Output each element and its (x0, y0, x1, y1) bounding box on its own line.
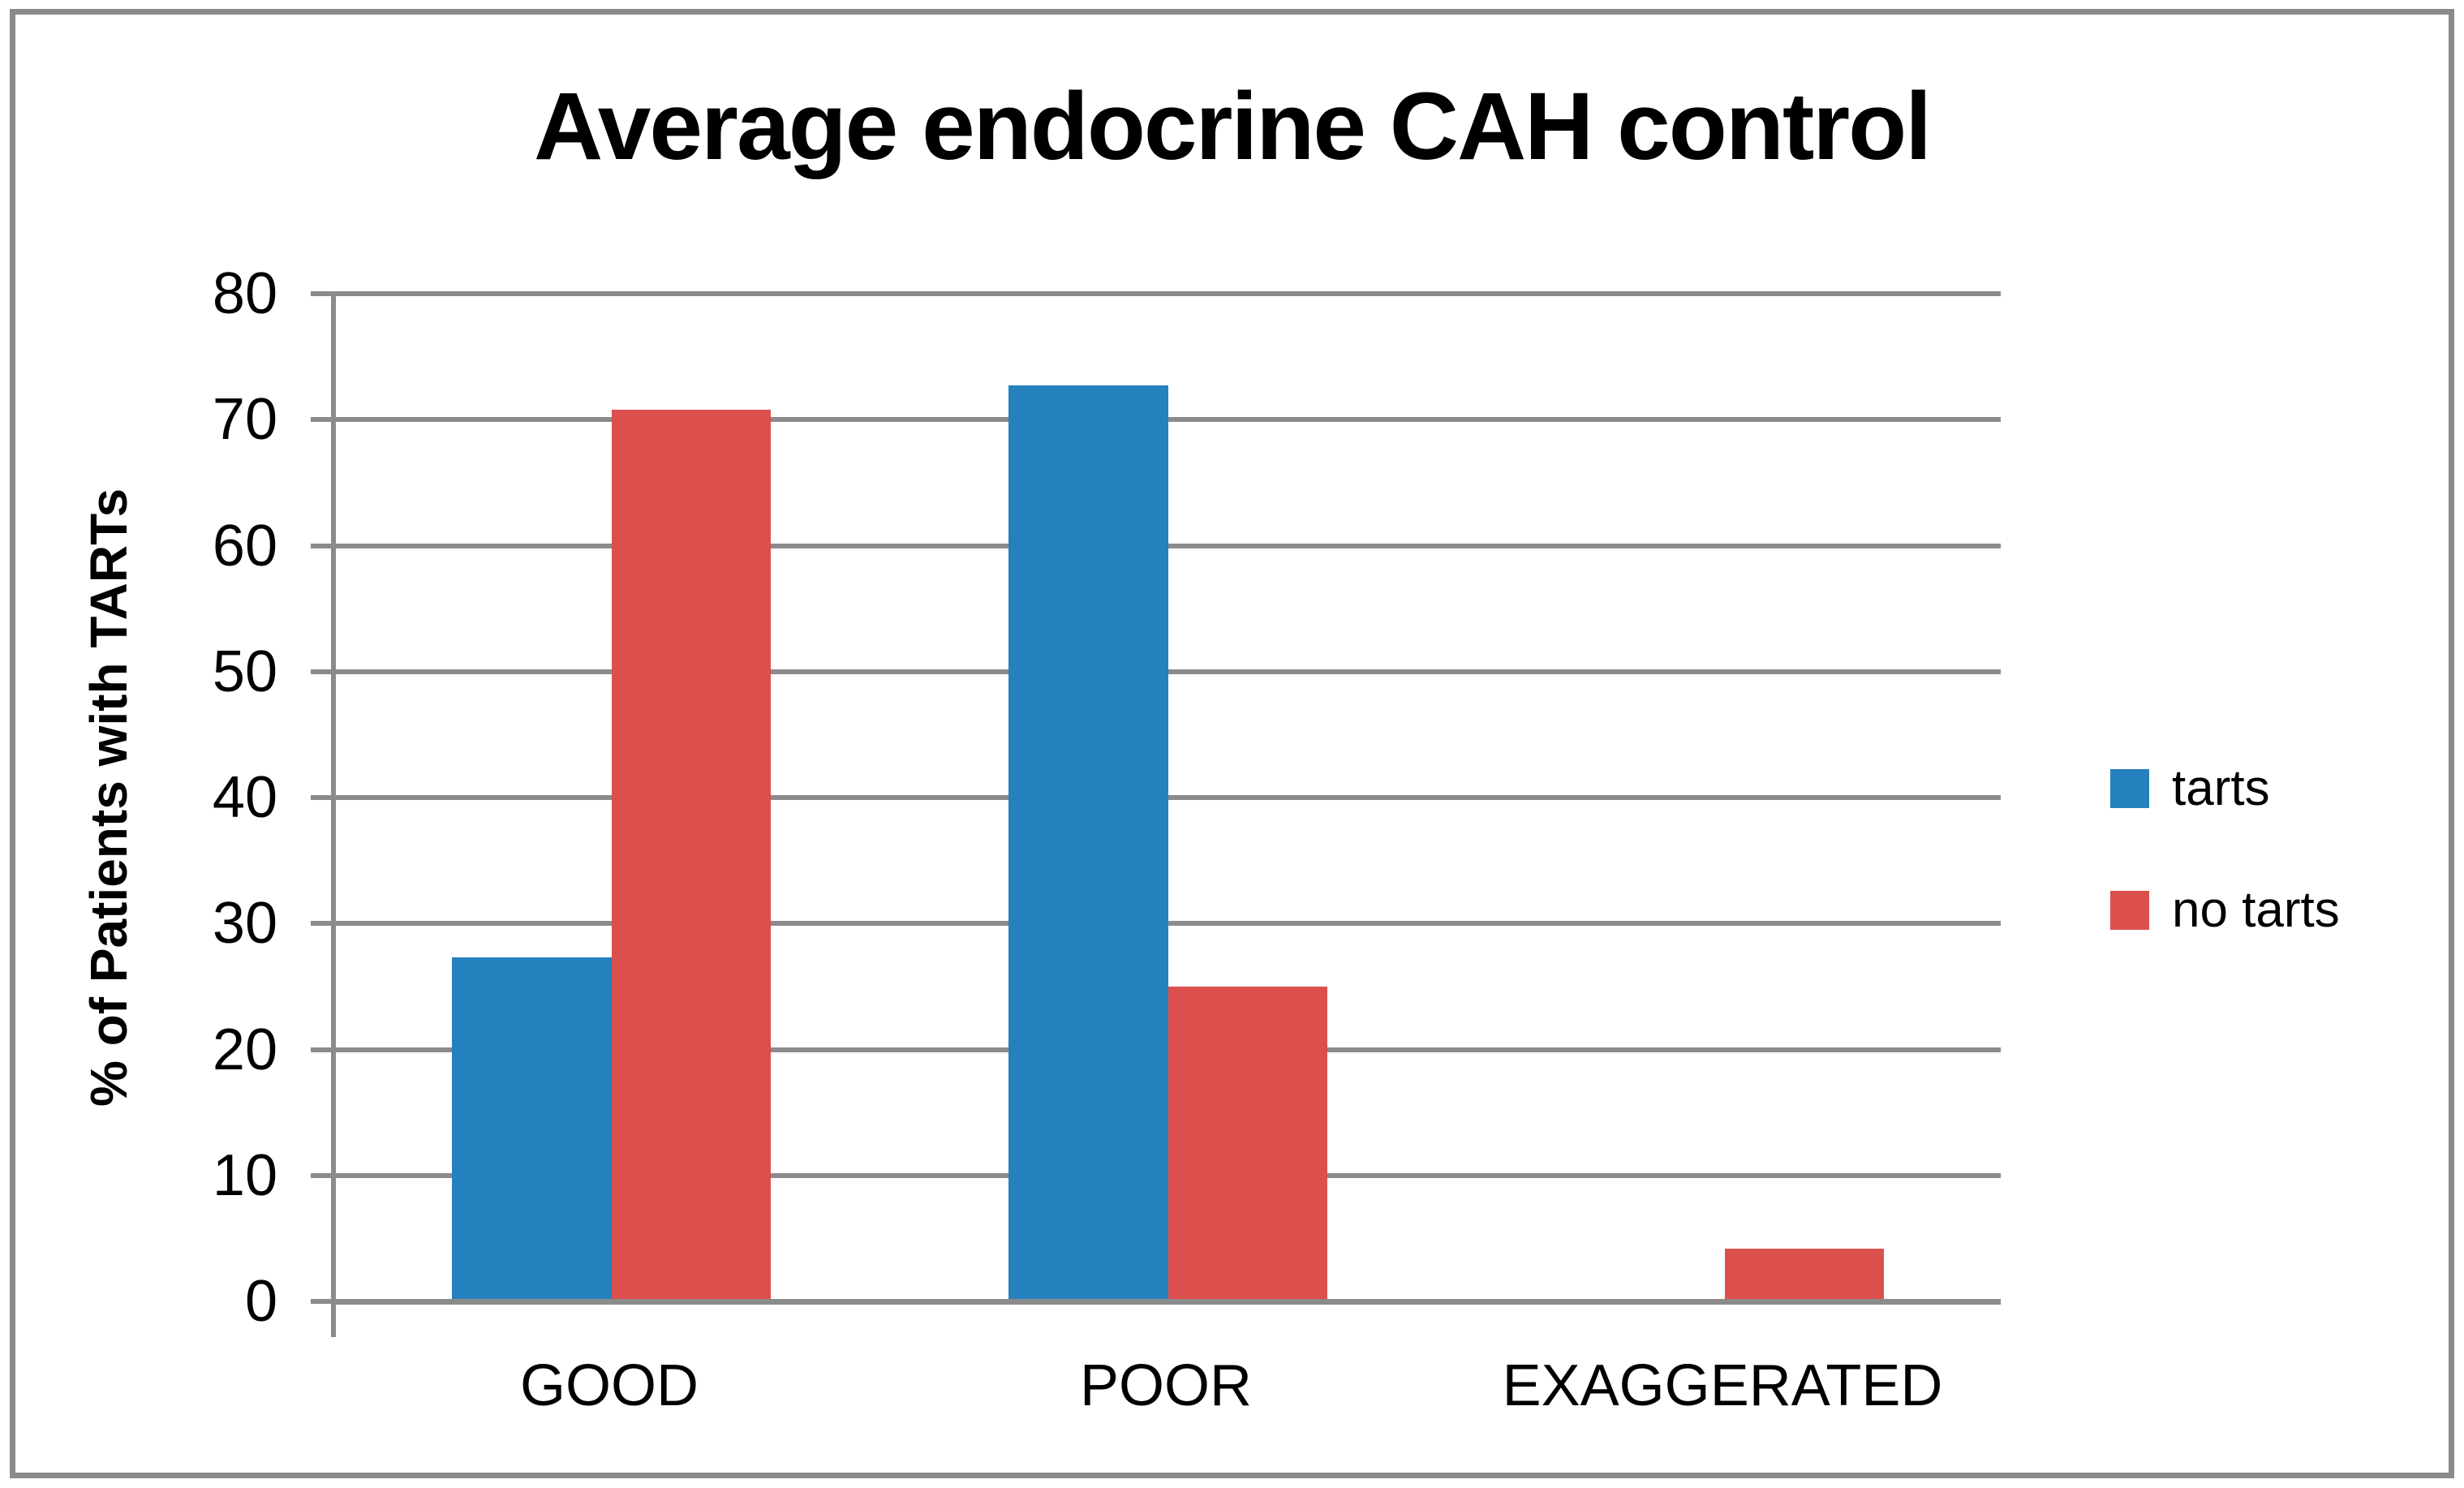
y-axis-tick-40 (311, 795, 331, 800)
y-tick-label-80: 80 (212, 261, 277, 326)
y-tick-label-20: 20 (212, 1017, 277, 1082)
x-axis-origin-tick (331, 1301, 336, 1337)
y-tick-label-60: 60 (212, 513, 277, 578)
y-tick-label-70: 70 (212, 387, 277, 453)
plot-area (331, 291, 2001, 1305)
y-axis-tick-50 (311, 669, 331, 674)
y-tick-label-10: 10 (212, 1142, 277, 1208)
bar-no-tarts-poor (1167, 986, 1327, 1301)
y-tick-label-50: 50 (212, 639, 277, 704)
legend-label-no-tarts: no tarts (2172, 882, 2340, 938)
legend-swatch-tarts (2110, 769, 2149, 808)
x-tick-label-poor: POOR (1079, 1353, 1253, 1418)
x-axis (331, 1299, 2001, 1305)
y-tick-label-30: 30 (212, 891, 277, 957)
legend-swatch-no-tarts (2110, 891, 2149, 930)
y-axis-tick-20 (311, 1047, 331, 1052)
bar-no-tarts-exaggerated (1724, 1248, 1884, 1301)
y-axis-tick-30 (311, 921, 331, 927)
legend-item-tarts: tarts (2110, 763, 2270, 814)
legend-label-tarts: tarts (2172, 760, 2270, 816)
chart-title: Average endocrine CAH control (533, 73, 1932, 180)
bar-tarts-good (452, 957, 612, 1301)
y-axis-tick-80 (311, 291, 331, 296)
gridline-y-80 (331, 291, 2001, 296)
y-axis-tick-10 (311, 1172, 331, 1178)
y-axis-tick-60 (311, 543, 331, 548)
x-tick-label-good: GOOD (519, 1353, 699, 1418)
y-axis-tick-0 (311, 1299, 331, 1304)
bar-no-tarts-good (611, 409, 771, 1301)
y-tick-label-40: 40 (212, 765, 277, 830)
legend-item-no-tarts: no tarts (2110, 885, 2340, 935)
y-axis-tick-70 (311, 417, 331, 423)
y-axis (331, 294, 336, 1301)
x-tick-label-exaggerated: EXAGGERATED (1502, 1353, 1943, 1418)
y-tick-label-0: 0 (244, 1269, 277, 1334)
bar-tarts-poor (1008, 385, 1168, 1301)
